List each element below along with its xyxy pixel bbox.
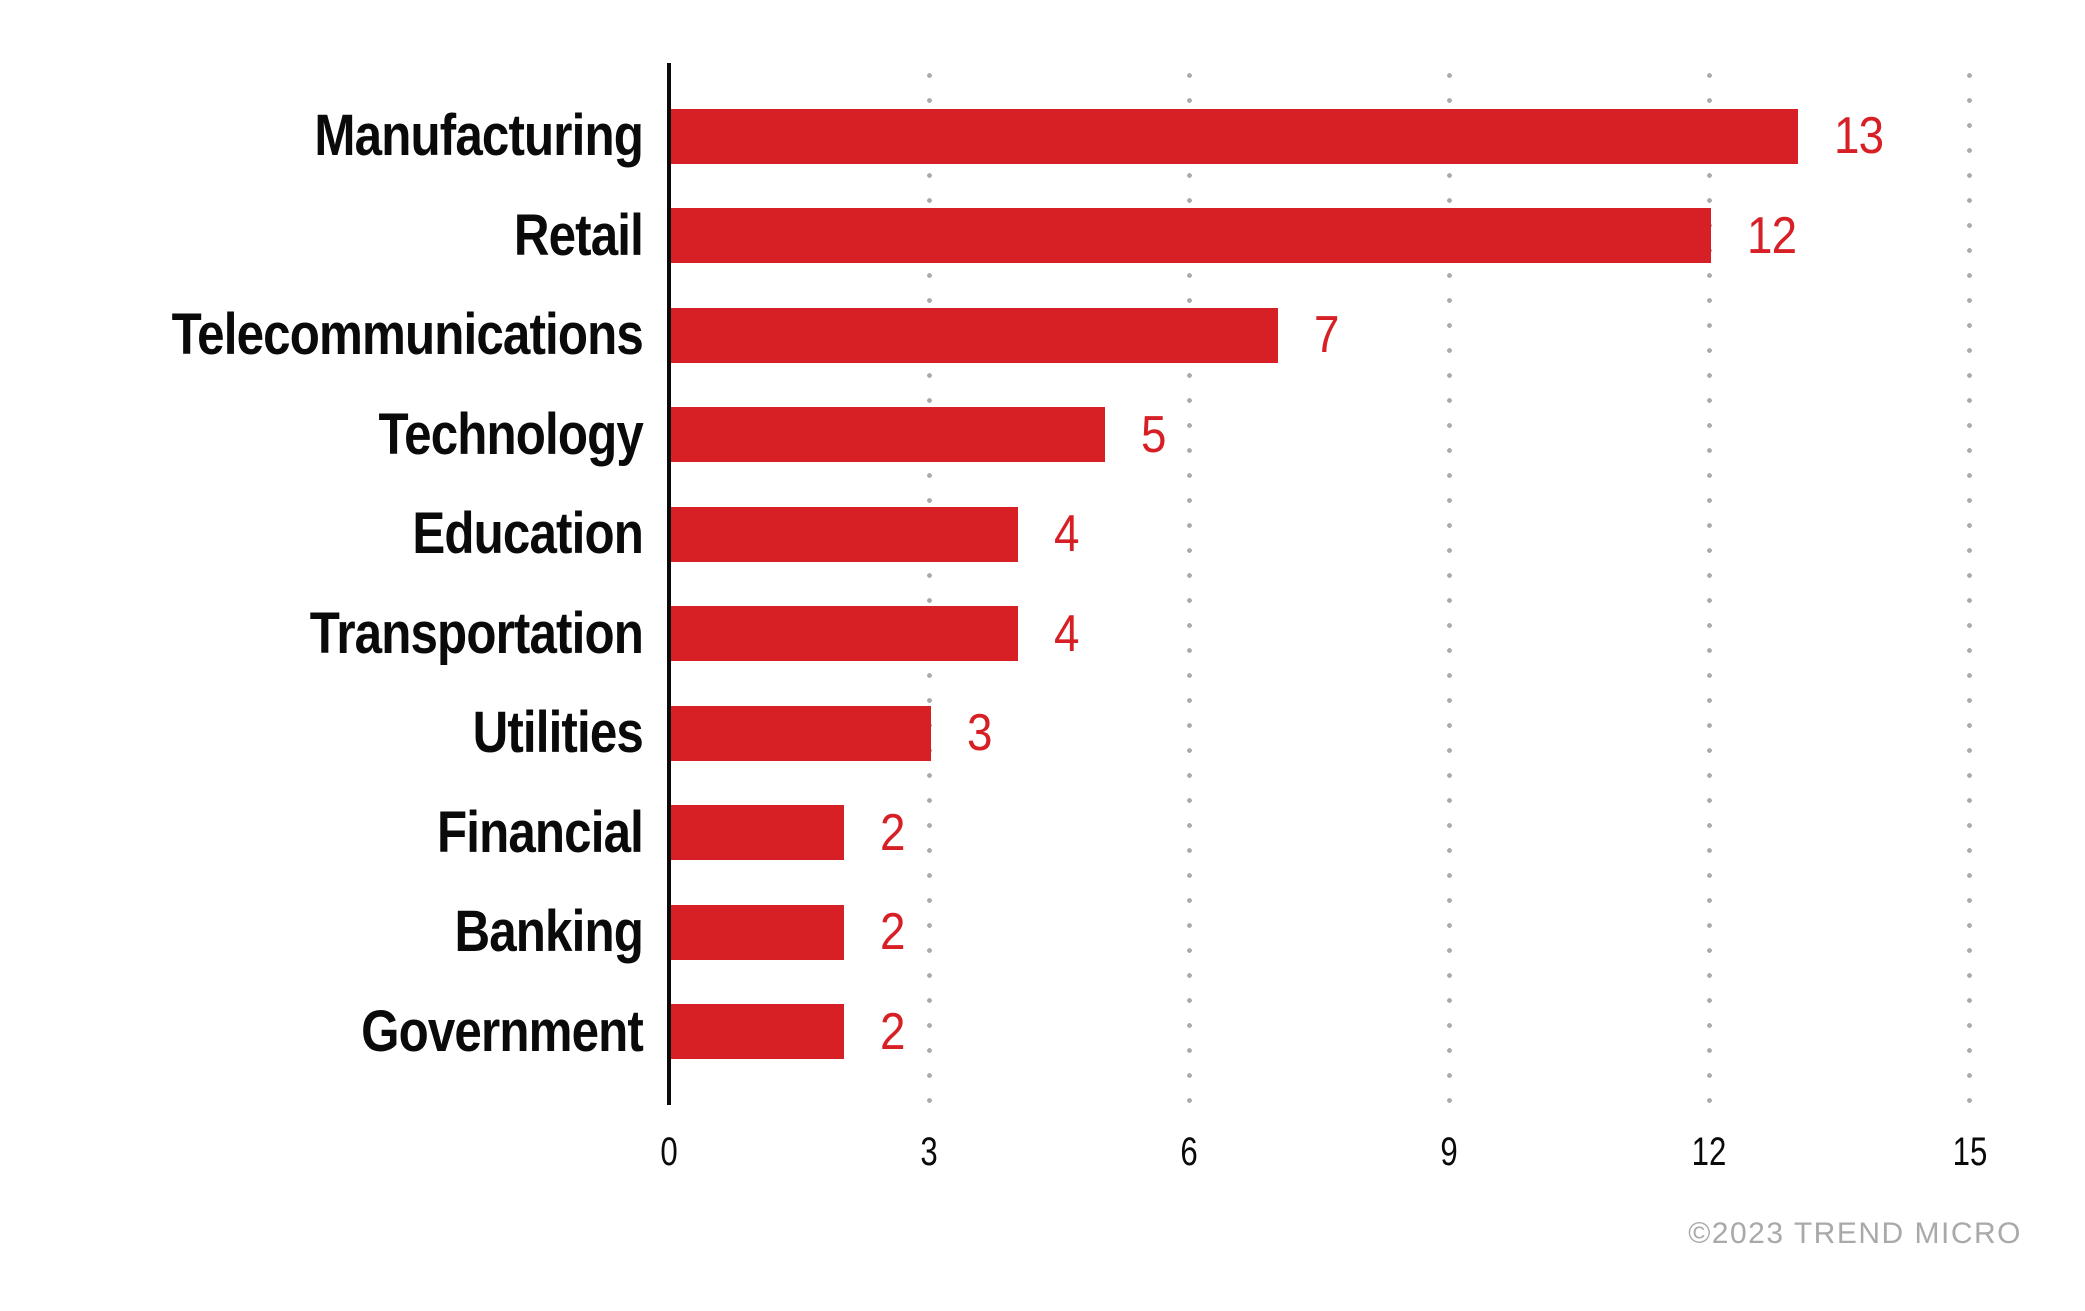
gridline-x-9: [1446, 63, 1452, 1105]
x-tick-label-15: 15: [1952, 1130, 1987, 1174]
bar-manufacturing: [671, 108, 1799, 164]
y-axis-line: [667, 63, 671, 1105]
value-label: 12: [1747, 206, 1797, 265]
x-tick-label-0: 0: [660, 1130, 678, 1174]
bar-financial: [671, 805, 845, 860]
value-label: 4: [1053, 604, 1079, 663]
category-label: Technology: [378, 401, 644, 467]
bar-technology: [671, 407, 1105, 462]
category-label: Retail: [513, 202, 644, 268]
bar-transportation: [671, 606, 1018, 661]
x-tick-label-12: 12: [1692, 1130, 1727, 1174]
value-label: 5: [1140, 405, 1166, 464]
gridline-x-6: [1186, 63, 1192, 1105]
value-label: 3: [967, 704, 992, 762]
category-label: Telecommunications: [171, 302, 644, 367]
copyright-notice: ©2023 TREND MICRO: [1688, 1217, 2022, 1250]
category-label: Government: [361, 998, 644, 1064]
category-label: Financial: [436, 799, 644, 865]
value-label: 2: [880, 803, 905, 862]
gridline-x-3: [926, 63, 932, 1105]
category-label: Utilities: [472, 700, 644, 765]
value-label: 4: [1053, 505, 1079, 563]
value-label: 13: [1834, 107, 1884, 165]
bar-utilities: [671, 705, 932, 761]
gridline-x-15: [1967, 63, 1972, 1105]
bar-retail: [671, 208, 1712, 263]
category-label: Transportation: [309, 600, 644, 666]
x-tick-label-9: 9: [1440, 1130, 1458, 1174]
category-label: Manufacturing: [314, 103, 643, 168]
x-tick-label-6: 6: [1180, 1130, 1198, 1174]
bar-education: [671, 506, 1018, 562]
bar-government: [671, 1004, 845, 1059]
gridline-x-12: [1706, 63, 1712, 1105]
category-label: Banking: [454, 899, 643, 964]
value-label: 2: [880, 1002, 905, 1061]
value-label: 2: [880, 903, 905, 961]
category-label: Education: [412, 501, 643, 566]
bar-banking: [671, 904, 845, 960]
x-tick-label-3: 3: [920, 1130, 938, 1174]
value-label: 7: [1313, 306, 1339, 364]
bar-telecommunications: [671, 307, 1278, 363]
